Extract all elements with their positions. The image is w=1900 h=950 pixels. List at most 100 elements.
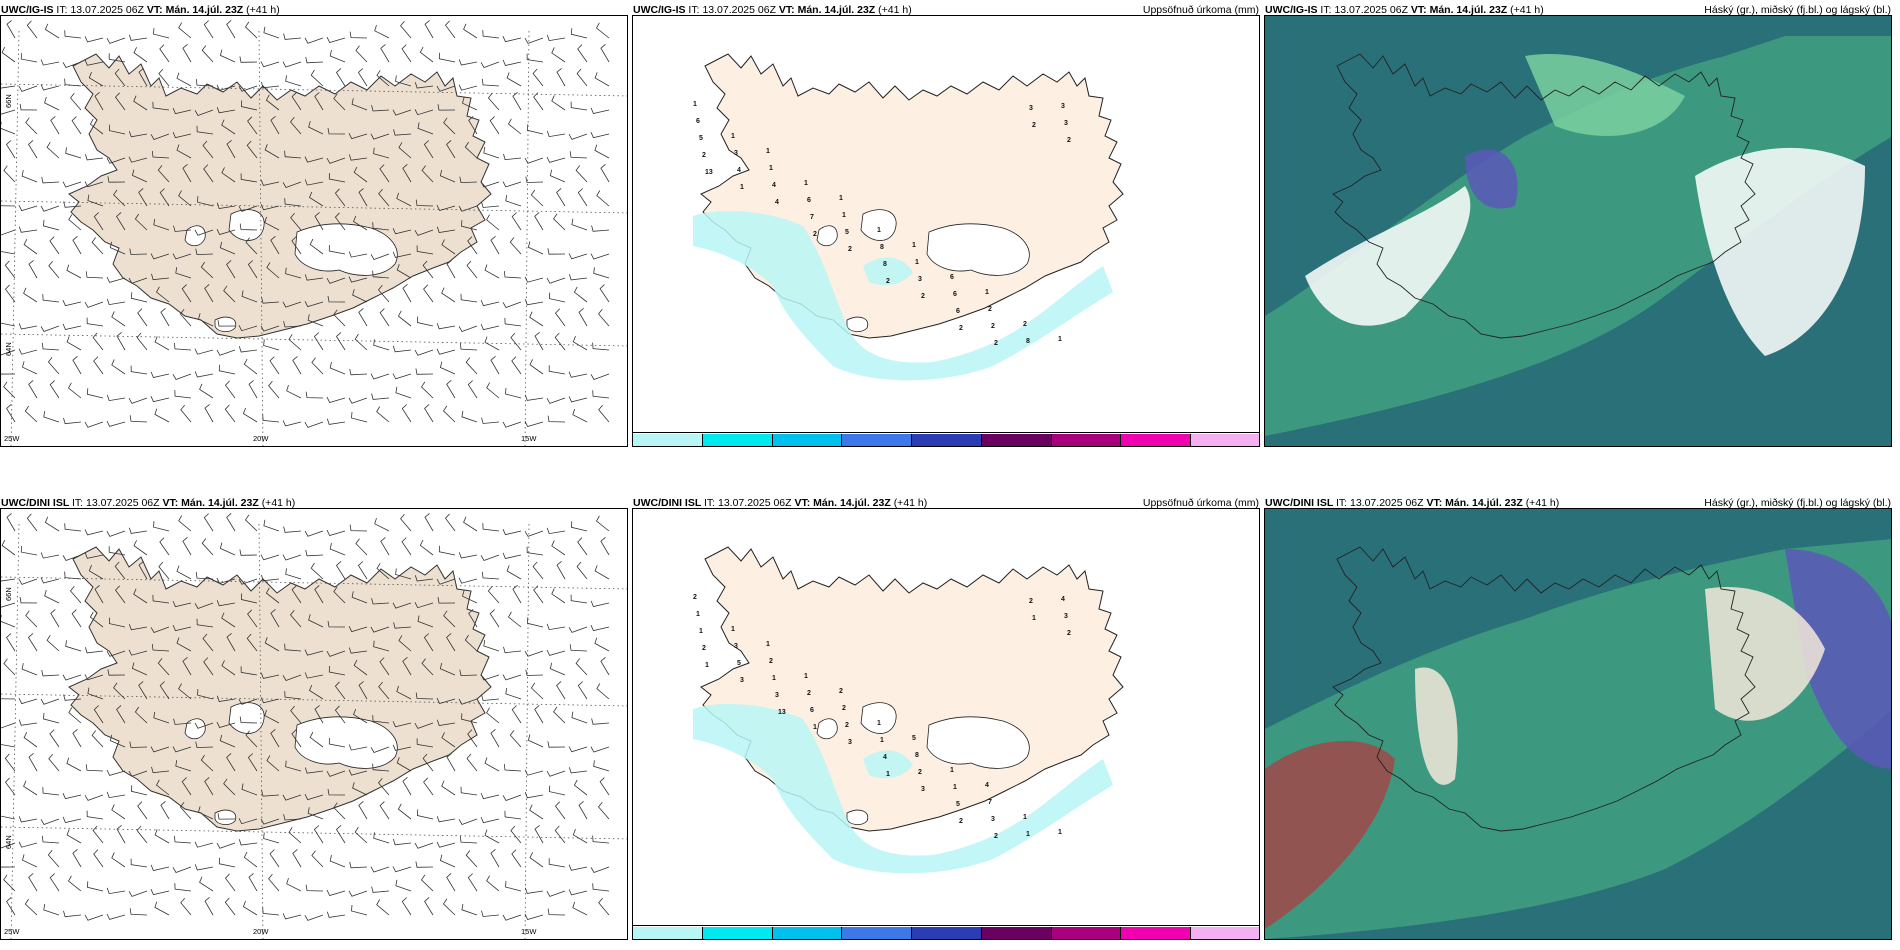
wind-barb xyxy=(173,225,192,232)
wind-barb xyxy=(304,37,324,44)
wind-barb xyxy=(24,898,38,916)
wind-barb xyxy=(570,594,588,604)
wind-barb xyxy=(459,176,478,184)
wind-barb xyxy=(108,53,126,63)
wind-barb xyxy=(62,323,82,330)
wind-barb xyxy=(424,897,434,916)
precip-value: 4 xyxy=(737,167,741,174)
wind-barb xyxy=(261,790,280,797)
wind-barb xyxy=(392,251,412,258)
wind-barb xyxy=(114,585,126,604)
map-frame[interactable] xyxy=(1264,15,1892,447)
wind-barb xyxy=(93,356,104,375)
wind-barb xyxy=(247,116,258,135)
wind-barb xyxy=(414,575,434,582)
wind-barb xyxy=(128,649,148,656)
wind-barb xyxy=(533,585,544,604)
wind-barb xyxy=(326,396,346,403)
map-frame[interactable]: 2 1 2 5 4 1 1 1 1 1 1 1 2 2 8 7 4 3 2 1 1 1 1 1 2 2 3 3 5 6 4 5 2 2 3 3 3 2 2 3… xyxy=(632,508,1260,940)
wind-barb xyxy=(551,95,566,111)
colorbar-swatch xyxy=(1121,434,1192,446)
wind-barb xyxy=(379,801,390,820)
wind-barb xyxy=(466,260,478,279)
wind-barb xyxy=(530,682,544,700)
lead-time: (+41 h) xyxy=(1525,497,1560,509)
wind-barb xyxy=(203,20,214,39)
wind-barb xyxy=(218,857,236,868)
wind-barb xyxy=(304,672,324,679)
wind-barb xyxy=(370,133,390,140)
model-name: UWC/DINI ISL xyxy=(1,497,72,509)
wind-barb xyxy=(348,626,368,633)
wind-barb xyxy=(374,517,390,532)
wind-barb xyxy=(239,56,258,63)
wind-barb xyxy=(128,131,148,138)
wind-barb xyxy=(392,602,412,609)
wind-barb xyxy=(286,384,302,399)
wind-barb xyxy=(379,164,390,183)
wind-barb xyxy=(304,794,324,801)
wind-barb xyxy=(591,718,610,725)
wind-barb xyxy=(216,228,236,235)
wind-barb xyxy=(510,825,522,844)
precip-value: 1 xyxy=(772,675,776,682)
wind-barb xyxy=(62,300,82,307)
wind-barb xyxy=(243,358,258,375)
wind-barb xyxy=(111,311,126,327)
wind-barb xyxy=(270,235,280,255)
wind-barb xyxy=(268,873,280,892)
wind-barb xyxy=(1,722,16,729)
wind-barb xyxy=(503,763,522,772)
wind-barb xyxy=(1,85,16,89)
wind-barb xyxy=(372,270,390,279)
wind-barb xyxy=(592,883,610,892)
wind-barb xyxy=(568,396,588,403)
wind-barb xyxy=(377,777,390,796)
lat-label: 66N xyxy=(4,94,13,108)
wind-barb xyxy=(159,44,170,63)
wind-barb xyxy=(48,753,60,772)
precip-value: 3 xyxy=(921,786,925,793)
wind-barb xyxy=(547,415,566,423)
wind-barb xyxy=(358,681,368,700)
wind-barb xyxy=(199,876,214,892)
precip-value: 1 xyxy=(804,673,808,680)
wind-barb xyxy=(348,744,368,751)
wind-barb xyxy=(548,292,566,303)
map-frame[interactable]: 1 1 1 1 1 1 1 1 1 6 2 6 1 1 1 2 3 3 6 8 6 8 5 4 5 3 2 3 4 7 8 6 3 2 4 2 2 2 2 1… xyxy=(632,15,1260,447)
wind-barb xyxy=(153,711,170,724)
wind-barb xyxy=(150,133,170,140)
wind-barb xyxy=(509,730,522,748)
wind-barb xyxy=(151,643,170,652)
wind-barb xyxy=(44,23,60,39)
wind-barb xyxy=(63,694,82,701)
wind-barb xyxy=(596,190,610,207)
wind-barb xyxy=(44,516,60,532)
wind-barb xyxy=(397,310,412,327)
precip-value: 4 xyxy=(883,754,887,761)
wind-barb xyxy=(482,78,500,87)
wind-barb xyxy=(219,241,236,255)
wind-barb xyxy=(599,777,610,796)
wind-barb xyxy=(354,826,368,844)
wind-barb xyxy=(502,914,522,921)
wind-barb xyxy=(439,169,456,183)
init-time-label: IT: xyxy=(703,497,718,509)
wind-barb xyxy=(89,118,104,135)
map-frame[interactable] xyxy=(1264,508,1892,940)
wind-barb xyxy=(529,804,544,820)
wind-barb xyxy=(502,674,522,681)
wind-barb xyxy=(154,336,170,351)
wind-barb xyxy=(416,809,434,820)
wind-barb xyxy=(216,349,236,356)
wind-barb xyxy=(594,72,610,87)
wind-barb xyxy=(260,204,280,211)
map-frame[interactable]: 66N 64N 25W 20W 15W xyxy=(0,15,628,447)
wind-barb xyxy=(111,804,126,820)
wind-barb xyxy=(106,276,126,283)
wind-barb xyxy=(106,420,126,427)
map-frame[interactable]: 66N 64N 25W 20W 15W xyxy=(0,508,628,940)
wind-barb xyxy=(437,597,456,604)
wind-barb xyxy=(265,94,280,111)
wind-barb xyxy=(438,52,456,63)
